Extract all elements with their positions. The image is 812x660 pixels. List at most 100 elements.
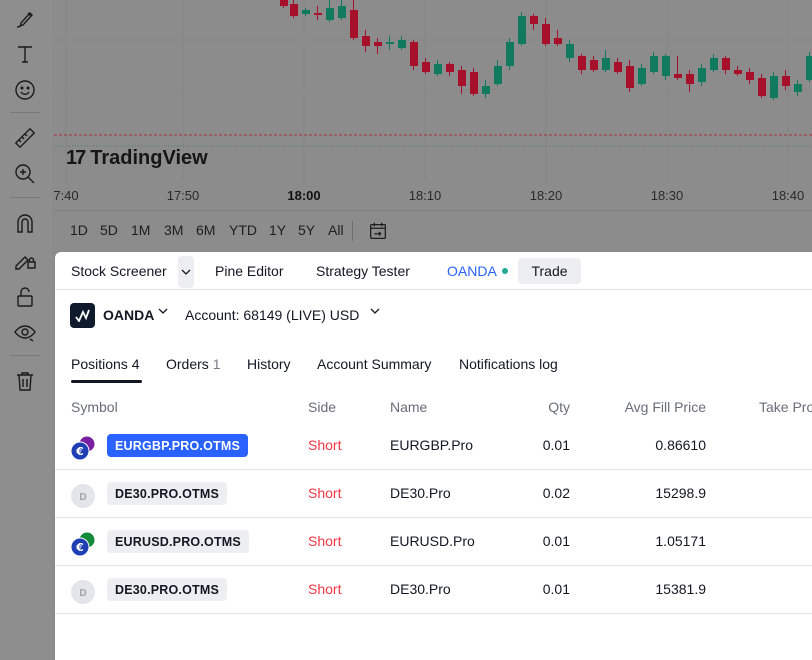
svg-text:€: € bbox=[75, 445, 84, 458]
lock-icon[interactable] bbox=[12, 284, 38, 310]
col-take-profit[interactable]: Take Pro bbox=[759, 399, 812, 415]
time-axis-tick: 7:40 bbox=[53, 188, 79, 203]
positions-table-header: Symbol Side Name Qty Avg Fill Price Take… bbox=[55, 395, 812, 417]
avg-fill-price-value: 15298.9 bbox=[655, 485, 706, 501]
candle bbox=[386, 42, 394, 44]
svg-text:D: D bbox=[79, 492, 86, 503]
active-tab-indicator bbox=[71, 380, 142, 383]
range-button-1y[interactable]: 1Y bbox=[269, 222, 287, 238]
tab-account-summary[interactable]: Account Summary bbox=[317, 356, 432, 372]
candle bbox=[734, 70, 742, 74]
svg-text:€: € bbox=[75, 541, 84, 554]
range-button-all[interactable]: All bbox=[328, 222, 344, 238]
table-row[interactable]: € EURUSD.PRO.OTMS Short EURUSD.Pro 0.01 1.051… bbox=[55, 518, 812, 566]
zoom-in-icon[interactable] bbox=[12, 161, 38, 187]
range-button-5y[interactable]: 5Y bbox=[298, 222, 316, 238]
col-side[interactable]: Side bbox=[308, 399, 337, 415]
account-selector[interactable]: Account: 68149 (LIVE) USD bbox=[185, 307, 360, 323]
table-row[interactable]: € EURGBP.PRO.OTMS Short EURGBP.Pro 0.01 0.866… bbox=[55, 422, 812, 470]
tab-oanda[interactable]: OANDA bbox=[447, 263, 508, 279]
candle bbox=[530, 16, 538, 24]
candle bbox=[302, 10, 310, 14]
orders-count: 1 bbox=[212, 356, 221, 372]
brush-icon[interactable] bbox=[12, 6, 38, 32]
calendar-goto-icon[interactable] bbox=[367, 220, 389, 242]
trash-icon[interactable] bbox=[12, 368, 38, 394]
svg-text:D: D bbox=[79, 588, 86, 599]
lock-drawing-icon[interactable] bbox=[12, 247, 38, 273]
candle bbox=[398, 40, 406, 48]
table-row[interactable]: D DE30.PRO.OTMS Short DE30.Pro 0.01 15381.9 bbox=[55, 566, 812, 614]
range-button-5d[interactable]: 5D bbox=[100, 222, 118, 238]
text-icon[interactable] bbox=[12, 41, 38, 67]
avg-fill-price-value: 0.86610 bbox=[655, 437, 706, 453]
col-qty[interactable]: Qty bbox=[548, 399, 570, 415]
candle bbox=[710, 58, 718, 70]
tab-history[interactable]: History bbox=[247, 356, 291, 372]
qty-value: 0.02 bbox=[542, 485, 570, 501]
symbol-badge[interactable]: EURUSD.PRO.OTMS bbox=[107, 530, 249, 553]
oanda-logo-icon bbox=[70, 303, 95, 328]
chevron-down-icon[interactable] bbox=[178, 256, 194, 288]
chevron-down-icon[interactable] bbox=[370, 308, 380, 314]
candle bbox=[746, 72, 754, 80]
toolbar-divider bbox=[10, 355, 40, 356]
name-value: EURGBP.Pro bbox=[390, 437, 473, 453]
range-button-6m[interactable]: 6M bbox=[196, 222, 216, 238]
candle bbox=[410, 42, 418, 66]
candle bbox=[650, 56, 658, 72]
tab-strategy-tester[interactable]: Strategy Tester bbox=[316, 263, 410, 279]
tab-orders[interactable]: Orders 1 bbox=[166, 356, 220, 372]
price-chart[interactable]: 17 TradingView bbox=[54, 0, 812, 210]
tab-positions[interactable]: Positions 4 bbox=[71, 356, 140, 372]
ruler-icon[interactable] bbox=[12, 125, 38, 151]
tab-orders-label: Orders bbox=[166, 356, 209, 372]
candle bbox=[446, 64, 454, 72]
magnet-icon[interactable] bbox=[12, 211, 38, 237]
candle bbox=[434, 64, 442, 74]
col-symbol[interactable]: Symbol bbox=[71, 399, 118, 415]
letter-d-icon: D bbox=[71, 484, 95, 508]
candle bbox=[782, 76, 790, 86]
euro-gbp-icon: € bbox=[70, 435, 96, 461]
range-button-1d[interactable]: 1D bbox=[70, 222, 88, 238]
candle bbox=[494, 66, 502, 84]
col-avg-fill-price[interactable]: Avg Fill Price bbox=[624, 399, 706, 415]
chevron-down-icon[interactable] bbox=[158, 308, 168, 314]
candle bbox=[362, 36, 370, 46]
tab-stock-screener[interactable]: Stock Screener bbox=[71, 263, 167, 279]
toolbar-divider bbox=[10, 112, 40, 113]
candle bbox=[422, 62, 430, 72]
candle bbox=[280, 0, 288, 6]
tab-pine-editor[interactable]: Pine Editor bbox=[215, 263, 284, 279]
letter-d-icon: D bbox=[71, 580, 95, 604]
emoji-icon[interactable] bbox=[12, 77, 38, 103]
candle bbox=[506, 42, 514, 66]
tab-notifications-log[interactable]: Notifications log bbox=[459, 356, 558, 372]
range-button-1m[interactable]: 1M bbox=[131, 222, 151, 238]
tab-trade[interactable]: Trade bbox=[518, 258, 581, 284]
candle bbox=[614, 62, 622, 72]
eye-icon[interactable] bbox=[12, 319, 38, 345]
symbol-badge[interactable]: DE30.PRO.OTMS bbox=[107, 482, 228, 505]
time-axis-tick: 18:30 bbox=[650, 188, 684, 203]
symbol-badge[interactable]: DE30.PRO.OTMS bbox=[107, 578, 228, 601]
positions-count: 4 bbox=[131, 356, 140, 372]
tab-oanda-label: OANDA bbox=[447, 263, 497, 279]
tradingview-logo: 17 TradingView bbox=[66, 147, 208, 170]
col-name[interactable]: Name bbox=[390, 399, 428, 415]
broker-name[interactable]: OANDA bbox=[103, 307, 155, 323]
range-button-3m[interactable]: 3M bbox=[164, 222, 184, 238]
table-row[interactable]: D DE30.PRO.OTMS Short DE30.Pro 0.02 15298.9 bbox=[55, 470, 812, 518]
euro-usd-icon: € bbox=[70, 531, 96, 557]
time-axis[interactable]: 7:40 17:50 18:00 18:10 18:20 18:30 18:40 bbox=[53, 182, 812, 210]
time-axis-tick: 18:10 bbox=[408, 188, 442, 203]
candle bbox=[626, 66, 634, 88]
candle bbox=[806, 56, 812, 80]
candle bbox=[674, 74, 682, 78]
side-value: Short bbox=[308, 485, 342, 501]
candlestick-chart bbox=[54, 0, 812, 182]
range-button-ytd[interactable]: YTD bbox=[229, 222, 257, 238]
candle bbox=[770, 76, 778, 98]
symbol-badge[interactable]: EURGBP.PRO.OTMS bbox=[107, 434, 249, 457]
